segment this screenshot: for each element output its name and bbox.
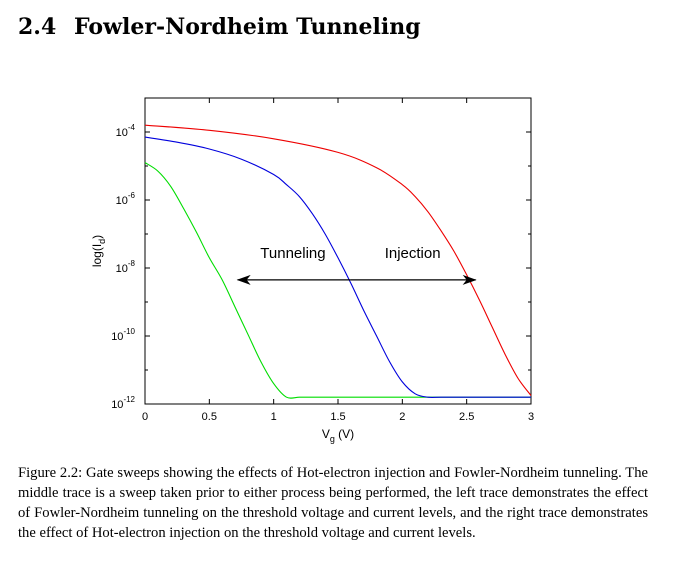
injection-label: Injection <box>385 245 441 262</box>
x-axis-label: Vg (V) <box>322 427 354 444</box>
y-tick-label: 10-6 <box>116 191 136 207</box>
y-tick-label: 10-10 <box>111 327 135 343</box>
x-tick-label: 2.5 <box>459 411 474 423</box>
gate-sweep-chart: 0 0.5 1 1.5 2 2.5 3 10-12 10-10 10-8 10-6 10-4 Vg (V… <box>90 97 534 444</box>
right-trace-injection <box>144 124 532 396</box>
x-tick-label: 0.5 <box>202 411 217 423</box>
x-tick-label: 1 <box>271 411 277 423</box>
x-tick-label: 1.5 <box>330 411 345 423</box>
y-tick-label: 10-8 <box>116 259 136 275</box>
left-trace-tunneling <box>144 162 531 399</box>
middle-trace-initial <box>144 136 531 399</box>
y-tick-label: 10-12 <box>111 395 135 411</box>
section-title: Fowler-Nordheim Tunneling <box>74 14 421 40</box>
x-tick-label: 2 <box>399 411 405 423</box>
plot-frame <box>144 97 532 405</box>
figure-caption: Figure 2.2: Gate sweeps showing the effe… <box>18 465 648 541</box>
tunneling-label: Tunneling <box>260 245 325 262</box>
y-axis-label: log(Id) <box>90 235 107 267</box>
y-tick-label: 10-4 <box>116 123 136 139</box>
x-tick-label: 0 <box>142 411 148 423</box>
section-number: 2.4 <box>18 14 57 40</box>
section-heading: 2.4 Fowler-Nordheim Tunneling <box>18 14 421 40</box>
x-tick-label: 3 <box>528 411 534 423</box>
